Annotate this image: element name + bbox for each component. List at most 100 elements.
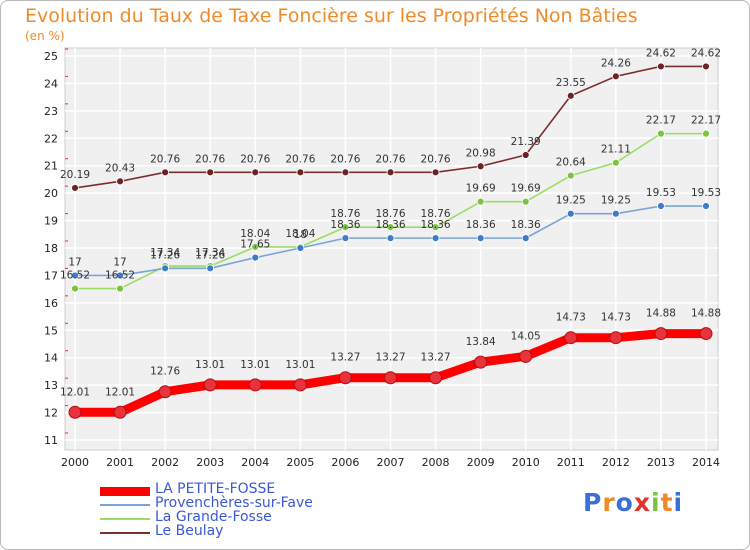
data-label: 24.26 [601,57,631,69]
data-label: 16.52 [105,270,135,282]
data-point [476,197,485,206]
x-tick-label: 2010 [512,456,540,469]
x-tick-label: 2011 [557,456,585,469]
data-point [386,234,395,243]
data-label: 20.76 [240,153,270,165]
legend-swatch [100,504,150,506]
legend-label: La Grande-Fosse [155,509,272,525]
proxiti-logo: Proxiti [583,488,683,517]
data-point [519,349,533,363]
data-label: 14.05 [511,330,541,342]
x-tick-label: 2006 [331,456,359,469]
data-label: 13.84 [466,336,496,348]
data-point [566,171,575,180]
data-label: 18.76 [330,208,360,220]
data-point [251,253,260,262]
data-point [71,184,79,192]
y-tick-label: 22 [44,132,58,145]
x-tick-label: 2009 [467,456,495,469]
logo-letter: i [673,488,684,517]
data-point [566,209,575,218]
data-point [521,151,530,159]
legend-label: Le Beulay [155,523,224,539]
data-label: 19.25 [556,195,586,207]
data-point [566,91,575,100]
data-label: 18.36 [511,219,541,231]
data-label: 20.76 [330,153,360,165]
x-tick-label: 2014 [692,456,720,469]
data-label: 19.69 [466,183,496,195]
data-label: 12.01 [60,386,90,398]
data-label: 13.27 [375,352,405,364]
data-point [341,223,350,232]
logo-letter: x [633,488,651,517]
data-label: 13.01 [195,359,225,371]
data-label: 13.01 [285,359,315,371]
data-label: 24.62 [691,47,721,59]
data-label: 18.04 [285,228,315,240]
x-tick-label: 2005 [286,456,314,469]
data-point [296,244,305,252]
y-tick-label: 24 [44,77,58,90]
data-label: 20.76 [375,153,405,165]
data-point [386,168,395,177]
x-tick-label: 2004 [241,456,269,469]
data-point [611,72,620,81]
x-tick-label: 2007 [377,456,405,469]
data-label: 18.36 [466,219,496,231]
data-label: 19.69 [511,183,541,195]
data-label: 12.76 [150,366,180,378]
data-label: 14.88 [691,308,721,320]
x-tick-label: 2008 [422,456,450,469]
x-tick-label: 2013 [647,456,675,469]
data-label: 17.65 [240,239,270,251]
data-point [431,168,440,177]
logo-letter: i [651,488,661,517]
data-point [113,405,127,419]
data-label: 20.19 [60,169,90,181]
data-point [338,371,352,385]
data-label: 18.76 [375,208,405,220]
data-label: 17.34 [150,247,180,259]
data-label: 16.52 [60,270,90,282]
y-tick-label: 18 [44,242,58,255]
data-point [68,405,82,419]
y-tick-label: 13 [44,379,58,392]
logo-letter: o [615,488,634,517]
legend-swatch [100,486,150,496]
data-label: 17 [113,256,126,268]
data-label: 18.04 [240,228,270,240]
data-label: 21.39 [511,136,541,148]
y-unit-label: (en %) [25,29,65,43]
data-label: 17 [68,256,81,268]
data-label: 20.76 [150,153,180,165]
data-label: 18.76 [421,208,451,220]
data-label: 20.64 [556,157,586,169]
data-point [161,264,170,273]
data-label: 22.17 [646,115,676,127]
data-label: 20.76 [421,153,451,165]
y-tick-label: 15 [44,324,58,337]
y-tick-label: 16 [44,297,58,310]
data-point [293,378,307,392]
data-point [206,264,215,273]
x-tick-label: 2003 [196,456,224,469]
data-point [702,202,710,210]
data-point [611,209,620,218]
data-point [203,378,217,392]
data-point [251,168,260,177]
y-tick-label: 19 [44,215,58,228]
logo-letter: P [583,488,603,517]
data-label: 20.76 [195,153,225,165]
data-point [116,177,124,186]
y-tick-label: 23 [44,105,58,118]
logo-letter: r [602,488,616,517]
y-tick-label: 14 [44,352,58,365]
data-point [657,129,665,138]
data-point [296,168,305,177]
x-tick-label: 2000 [61,456,89,469]
data-point [251,243,260,251]
y-tick-label: 12 [44,407,58,420]
legend-swatch [100,518,150,520]
data-point [521,234,530,243]
